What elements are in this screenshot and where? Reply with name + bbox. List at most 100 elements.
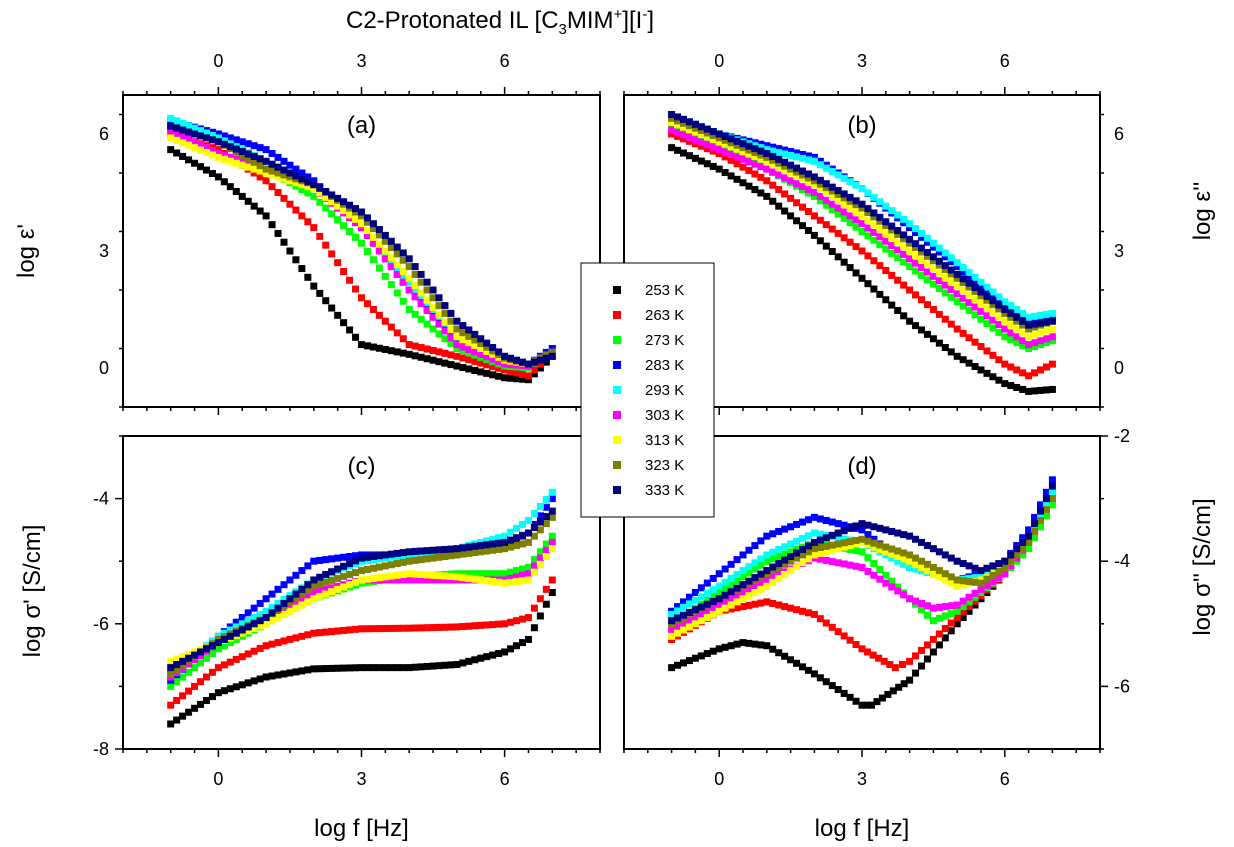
data-point <box>685 122 693 130</box>
data-point <box>840 521 848 529</box>
data-point <box>280 171 288 179</box>
data-point <box>852 547 860 555</box>
data-point <box>1013 339 1021 347</box>
data-point <box>906 235 914 243</box>
data-point <box>262 642 270 650</box>
data-point <box>935 573 943 581</box>
data-point <box>381 664 389 672</box>
data-point <box>953 614 961 622</box>
data-point <box>530 358 538 366</box>
data-point <box>220 140 228 148</box>
data-point <box>399 576 407 584</box>
data-point <box>536 526 544 534</box>
data-point <box>715 142 723 150</box>
data-point <box>405 263 413 271</box>
data-point <box>411 263 419 271</box>
data-point <box>232 155 240 163</box>
data-point <box>965 283 973 291</box>
legend-label: 283 K <box>645 357 684 374</box>
data-point <box>477 542 485 550</box>
data-point <box>739 573 747 581</box>
data-point <box>971 601 979 609</box>
data-point <box>769 168 777 176</box>
data-point <box>1048 317 1056 325</box>
data-point <box>1013 325 1021 333</box>
data-point <box>393 261 401 269</box>
data-point <box>399 267 407 275</box>
data-point <box>894 246 902 254</box>
data-point <box>369 574 377 582</box>
data-point <box>959 597 967 605</box>
data-point <box>852 243 860 251</box>
data-point <box>888 207 896 215</box>
data-point <box>411 570 419 578</box>
data-point <box>262 620 270 628</box>
data-point <box>381 345 389 353</box>
data-point <box>769 555 777 563</box>
data-point <box>346 276 354 284</box>
data-point <box>405 306 413 313</box>
data-point <box>674 607 682 615</box>
data-point <box>989 562 997 570</box>
legend-marker <box>613 411 621 419</box>
data-point <box>912 597 920 605</box>
data-point <box>250 614 258 622</box>
data-point <box>477 548 485 556</box>
data-point <box>977 579 985 587</box>
data-point <box>822 678 830 686</box>
data-point <box>1013 551 1021 559</box>
data-point <box>304 631 312 639</box>
data-point <box>530 562 538 570</box>
data-point <box>399 349 407 357</box>
data-point <box>459 322 467 330</box>
data-point <box>536 364 544 372</box>
data-point <box>340 562 348 570</box>
data-point <box>202 166 210 174</box>
data-point <box>953 601 961 609</box>
data-point <box>965 272 973 280</box>
data-point <box>810 513 818 521</box>
data-point <box>387 258 395 266</box>
data-point <box>185 141 193 149</box>
data-point <box>393 270 401 278</box>
data-point <box>185 128 193 136</box>
data-point <box>947 320 955 328</box>
data-point <box>352 578 360 586</box>
data-point <box>483 653 491 661</box>
data-point <box>334 585 342 593</box>
data-point <box>214 664 222 672</box>
data-point <box>429 346 437 354</box>
data-point <box>1048 337 1056 345</box>
data-point <box>316 580 324 588</box>
data-point <box>1001 325 1009 333</box>
panel-3: 0 3 6-6-4-2(d)log f [Hz]log σ'' [S/cm] <box>623 426 1216 842</box>
data-point <box>244 155 252 163</box>
data-point <box>441 302 449 310</box>
data-point <box>870 257 878 265</box>
data-point <box>483 369 491 377</box>
data-point <box>298 169 306 177</box>
data-point <box>858 548 866 556</box>
data-point <box>530 556 538 564</box>
data-point <box>262 673 270 681</box>
data-point <box>244 623 252 631</box>
data-point <box>381 247 389 255</box>
data-point <box>250 677 258 685</box>
series-333-k <box>167 507 556 672</box>
data-point <box>691 654 699 662</box>
data-point <box>507 568 515 576</box>
data-point <box>1019 317 1027 325</box>
data-point <box>733 592 741 600</box>
data-point <box>834 204 842 212</box>
data-point <box>715 146 723 154</box>
data-point <box>697 130 705 138</box>
data-point <box>668 664 676 672</box>
data-point <box>202 696 210 704</box>
data-point <box>840 258 848 266</box>
data-point <box>715 582 723 590</box>
data-point <box>387 347 395 355</box>
data-point <box>822 201 830 209</box>
data-point <box>542 546 550 554</box>
data-point <box>971 277 979 285</box>
data-point <box>411 293 419 301</box>
